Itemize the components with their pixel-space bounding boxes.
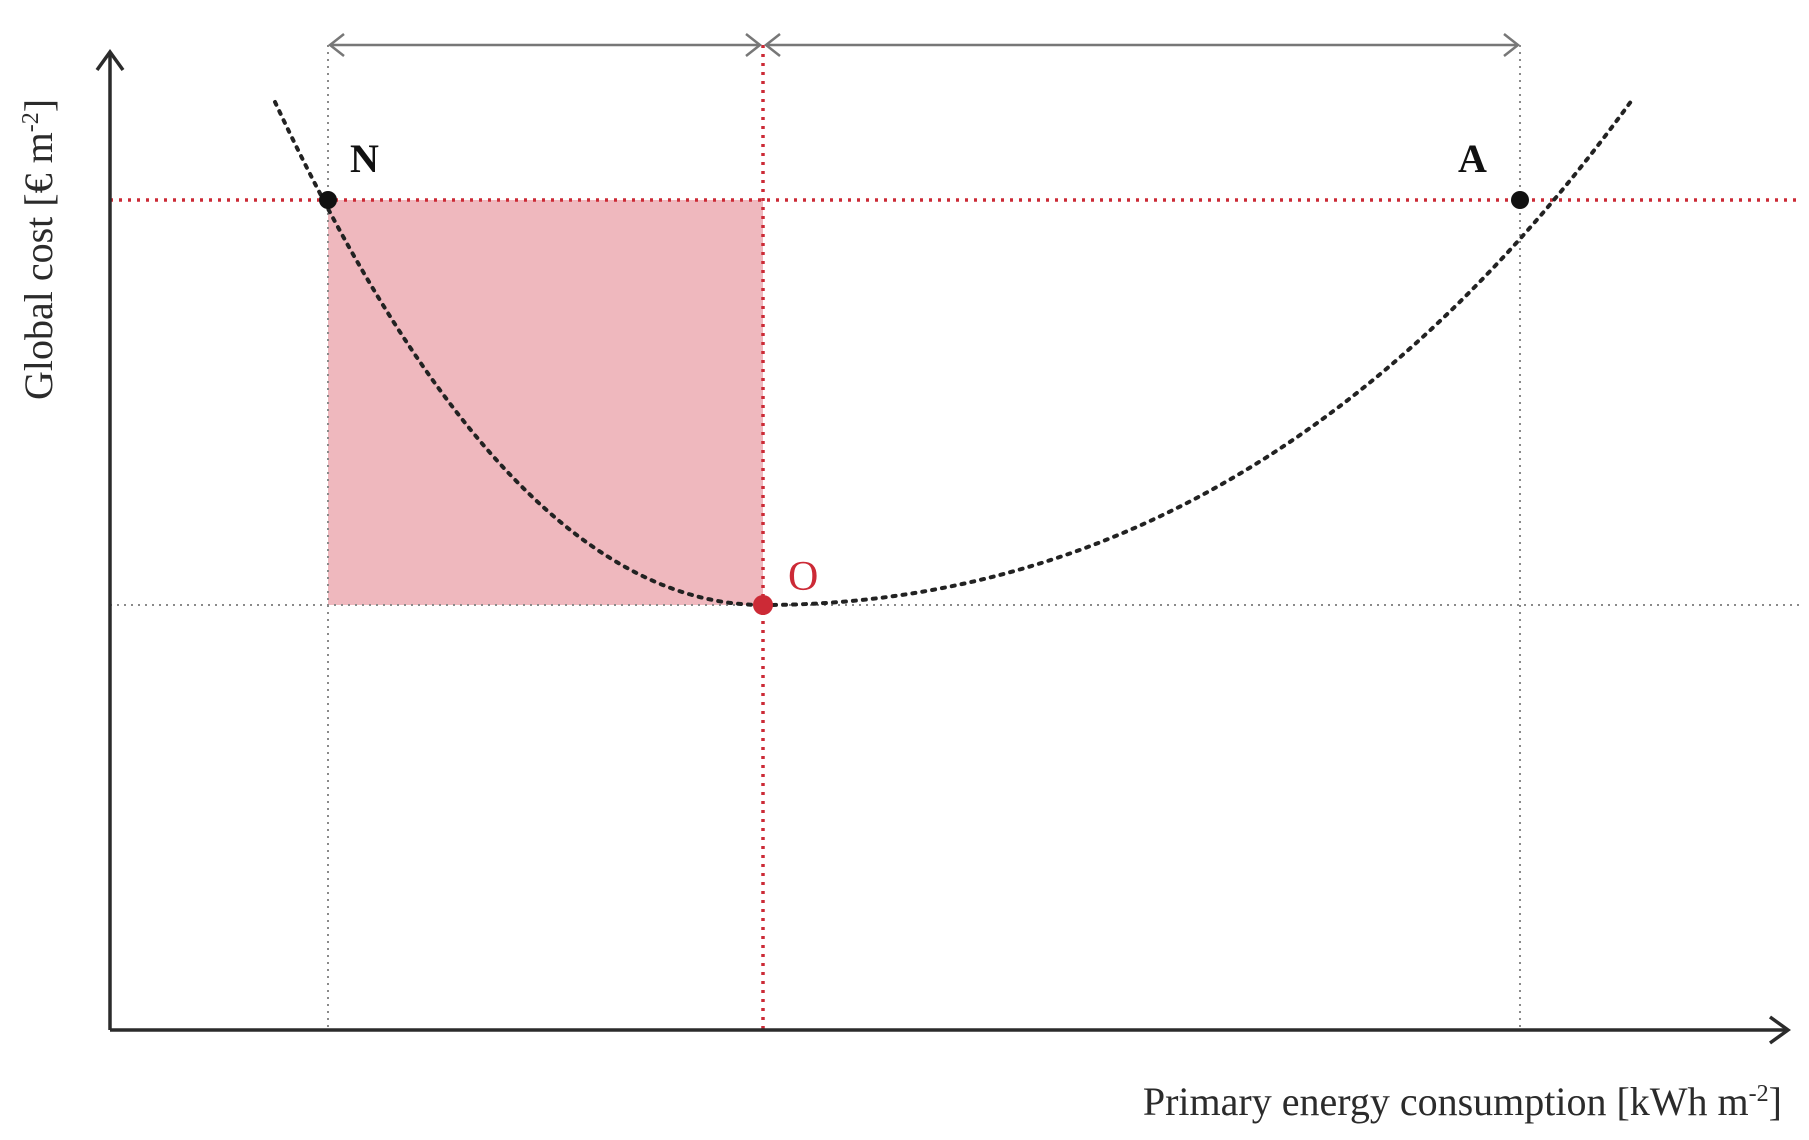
y-axis-arrowhead (95, 49, 125, 72)
x-axis-arrowhead (1768, 1015, 1791, 1045)
x-axis-label-text: Primary energy consumption [kWh m (1143, 1079, 1749, 1124)
cost-optimal-shaded-region (328, 200, 763, 605)
x-axis-label-close: ] (1769, 1079, 1782, 1124)
left-range-arrowhead-left (327, 33, 345, 57)
point-a-marker (1511, 191, 1529, 209)
y-axis-label-close: ] (16, 99, 61, 112)
point-n-marker (319, 191, 337, 209)
global-cost-curve-left (273, 100, 765, 607)
axes (95, 49, 1791, 1045)
point-a-label: A (1458, 136, 1487, 181)
y-axis-label-text: Global cost [€ m (16, 132, 61, 400)
right-range-arrowhead-right (1503, 33, 1521, 57)
range-arrows (327, 33, 1521, 57)
y-axis-label: Global cost [€ m-2] (16, 99, 61, 400)
left-range-arrowhead-right (745, 33, 763, 57)
point-n-label: N (350, 136, 379, 181)
x-axis-label-superscript: -2 (1749, 1081, 1769, 1107)
y-axis-label-superscript: -2 (18, 112, 44, 132)
x-axis-label: Primary energy consumption [kWh m-2] (1143, 1079, 1782, 1124)
right-range-arrowhead-left (763, 33, 781, 57)
point-o-label: O (788, 554, 818, 600)
point-o-marker (753, 595, 773, 615)
global-cost-curve-right (761, 98, 1634, 607)
